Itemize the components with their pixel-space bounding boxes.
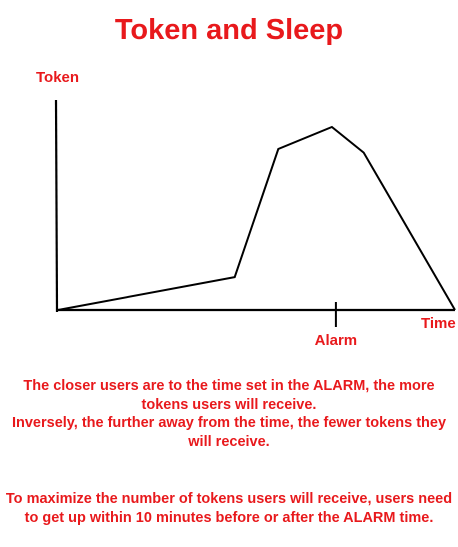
explanation-text: The closer users are to the time set in … (0, 377, 458, 451)
page-title: Token and Sleep (114, 14, 344, 46)
tip-line: to get up within 10 minutes before or af… (24, 509, 434, 526)
x-axis-label: Time (421, 315, 456, 332)
explanation-line: will receive. (188, 433, 270, 450)
explanation-line: The closer users are to the time set in … (23, 378, 435, 394)
y-axis-label: Token (36, 69, 79, 86)
explanation-line: Inversely, the further away from the tim… (11, 415, 447, 431)
alarm-label: Alarm (315, 332, 358, 349)
explanation-line: tokens users will receive. (141, 396, 317, 413)
tip-line: To maximize the number of tokens users w… (5, 491, 453, 507)
y-axis-line (54, 99, 59, 313)
tip-text: To maximize the number of tokens users w… (0, 490, 458, 527)
token-curve (57, 125, 456, 311)
